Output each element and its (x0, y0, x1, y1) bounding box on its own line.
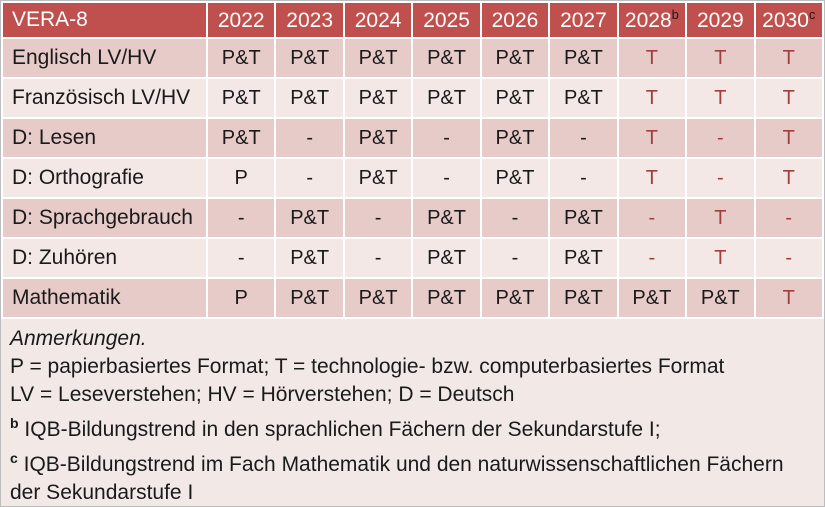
table-cell: T (687, 39, 754, 77)
table-cell: - (550, 159, 617, 197)
table-cell: - (550, 119, 617, 157)
table-cell: P&T (481, 159, 549, 197)
row-label-sprachgebrauch: D: Sprachgebrauch (3, 199, 206, 237)
table-cell: T (755, 159, 822, 197)
table-cell: P&T (481, 79, 549, 117)
column-header-2024: 2024 (344, 3, 412, 37)
column-header-2027: 2027 (550, 3, 617, 37)
table-title: VERA-8 (3, 3, 206, 37)
table-cell: T (687, 199, 754, 237)
footnote-c-marker: c (10, 450, 18, 466)
table-cell: T (618, 79, 686, 117)
footnote-b-marker: b (10, 415, 19, 431)
table-cell: T (618, 159, 686, 197)
table-cell: T (755, 79, 822, 117)
table-cell: P&T (344, 39, 412, 77)
notes-format-legend: P = papierbasiertes Format; T = technolo… (10, 355, 725, 378)
column-header-2022: 2022 (208, 3, 275, 37)
row-label-orthografie: D: Orthografie (3, 159, 206, 197)
table-cell: - (755, 239, 822, 277)
table-cell: P&T (208, 119, 275, 157)
table-cell: P&T (276, 199, 343, 237)
table-cell: P&T (344, 279, 412, 317)
notes-heading: Anmerkungen. (10, 327, 147, 350)
column-header-2030: 2030c (755, 3, 822, 37)
table-cell: - (344, 199, 412, 237)
table-cell: P&T (481, 39, 549, 77)
table-cell: - (413, 119, 480, 157)
table-cell: - (208, 239, 275, 277)
table-cell: - (618, 239, 686, 277)
table-cell: P&T (344, 159, 412, 197)
table-cell: P&T (481, 119, 549, 157)
table-cell: P&T (276, 239, 343, 277)
table-cell: P&T (276, 279, 343, 317)
column-header-2026: 2026 (481, 3, 549, 37)
table-cell: P&T (344, 119, 412, 157)
table-cell: T (687, 239, 754, 277)
table-cell: T (618, 39, 686, 77)
table-cell: P (208, 279, 275, 317)
table-cell: P&T (413, 279, 480, 317)
footnote-c: c IQB-Bildungstrend im Fach Mathematik u… (10, 450, 784, 504)
row-label-mathematik: Mathematik (3, 279, 206, 317)
row-label-lesen: D: Lesen (3, 119, 206, 157)
table-cell: P&T (276, 39, 343, 77)
table-cell: P&T (413, 199, 480, 237)
table-notes: Anmerkungen. P = papierbasiertes Format;… (1, 319, 824, 506)
table-cell: P&T (413, 39, 480, 77)
table-cell: - (618, 199, 686, 237)
table-cell: P&T (481, 279, 549, 317)
table-cell: P&T (413, 79, 480, 117)
table-cell: T (755, 279, 822, 317)
table-cell: P&T (550, 199, 617, 237)
table-cell: P&T (550, 79, 617, 117)
table-cell: T (755, 39, 822, 77)
table-cell: - (276, 159, 343, 197)
table-cell: P&T (618, 279, 686, 317)
table-cell: - (276, 119, 343, 157)
footnote-b: b IQB-Bildungstrend in den sprachlichen … (10, 415, 661, 441)
column-header-2023: 2023 (276, 3, 343, 37)
table-cell: P&T (550, 239, 617, 277)
vera8-table: VERA-8 2022 2023 2024 2025 2026 2027 202… (1, 1, 824, 319)
table-cell: P (208, 159, 275, 197)
row-label-franzoesisch: Französisch LV/HV (3, 79, 206, 117)
row-label-englisch: Englisch LV/HV (3, 39, 206, 77)
table-cell: P&T (276, 79, 343, 117)
table-cell: T (618, 119, 686, 157)
row-label-zuhoeren: D: Zuhören (3, 239, 206, 277)
table-cell: - (687, 159, 754, 197)
table-cell: - (413, 159, 480, 197)
table-cell: P&T (687, 279, 754, 317)
table-cell: P&T (413, 239, 480, 277)
column-header-2028: 2028b (618, 3, 686, 37)
table-cell: T (687, 79, 754, 117)
table-cell: - (481, 239, 549, 277)
table-cell: - (755, 199, 822, 237)
table-cell: P&T (550, 279, 617, 317)
column-header-2029: 2029 (687, 3, 754, 37)
notes-abbreviation-legend: LV = Leseverstehen; HV = Hörverstehen; D… (10, 383, 515, 406)
table-cell: - (687, 119, 754, 157)
table-cell: - (344, 239, 412, 277)
table-cell: P&T (208, 79, 275, 117)
table-cell: - (481, 199, 549, 237)
column-header-2025: 2025 (413, 3, 480, 37)
table-cell: P&T (344, 79, 412, 117)
table-cell: - (208, 199, 275, 237)
table-cell: T (755, 119, 822, 157)
table-cell: P&T (208, 39, 275, 77)
table-cell: P&T (550, 39, 617, 77)
